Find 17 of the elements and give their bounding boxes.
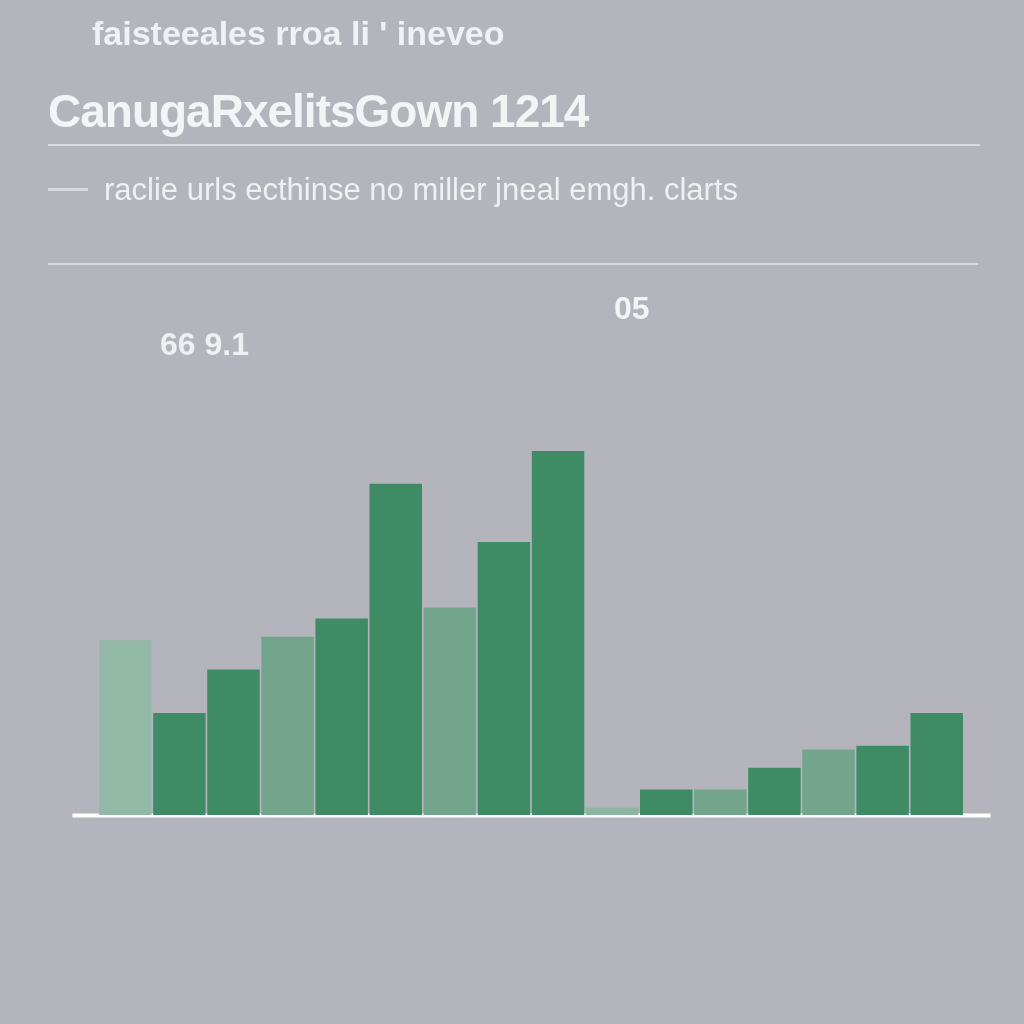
- bar: [423, 607, 477, 815]
- bar: [802, 749, 855, 815]
- bar: [99, 640, 152, 815]
- bar: [748, 767, 801, 815]
- bar: [477, 542, 531, 815]
- bar: [261, 636, 314, 815]
- bar: [640, 789, 693, 815]
- bar: [585, 807, 639, 815]
- bar: [531, 451, 585, 815]
- bar: [694, 789, 747, 815]
- chart-title: CanugaRxelitsGown 1214: [48, 84, 589, 138]
- text: faisteeales rroa li ' ineveo: [92, 14, 505, 53]
- bar: [315, 618, 368, 815]
- text: 66 9.1: [160, 326, 249, 363]
- bar: [369, 483, 422, 815]
- chart-subtitle: raclie urls ecthinse no miller jneal emgh. clarts: [104, 172, 739, 208]
- text: 05: [614, 290, 650, 327]
